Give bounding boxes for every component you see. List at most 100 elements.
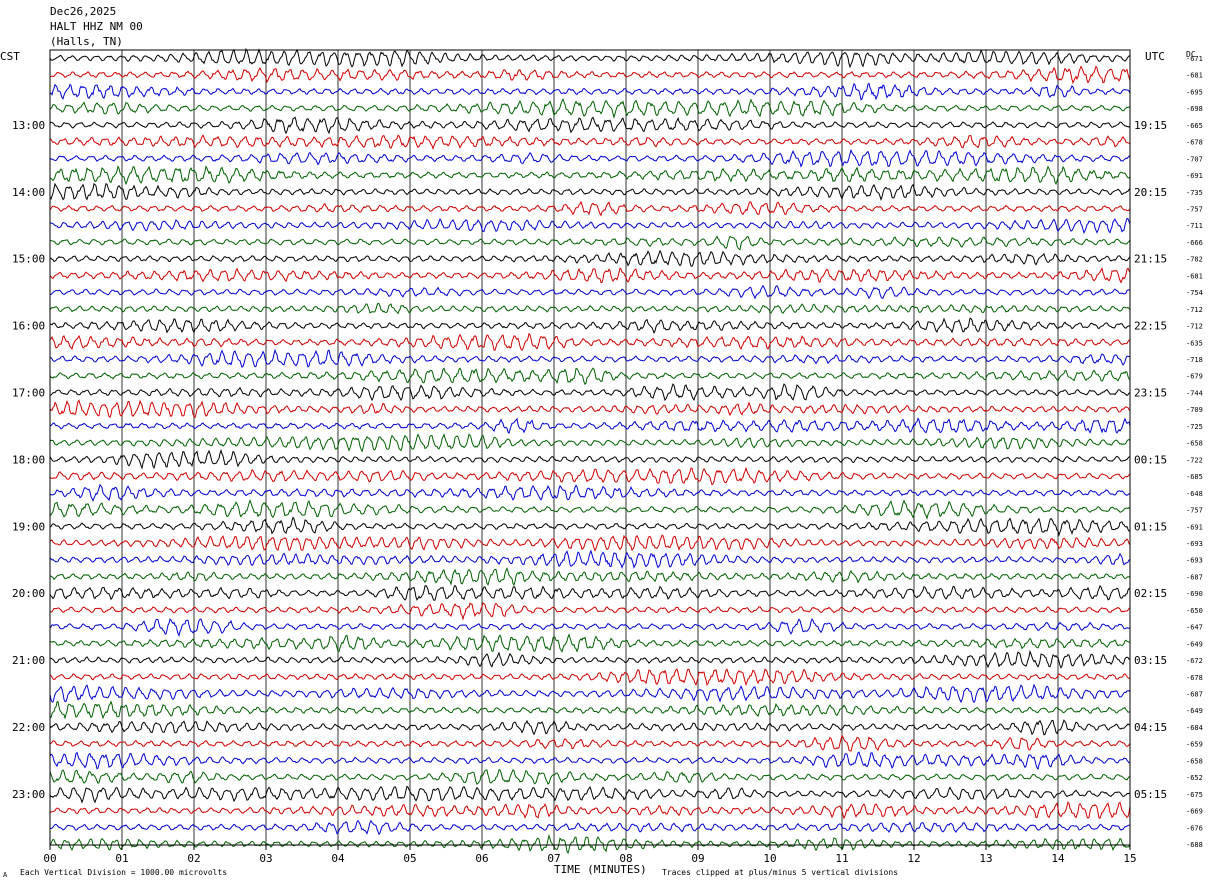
left-time-label: 14:00	[12, 186, 45, 199]
x-tick-label: 03	[259, 852, 272, 865]
dc-offset-label: -635	[1186, 339, 1203, 347]
left-time-label: 19:00	[12, 520, 45, 533]
left-time-label: 18:00	[12, 453, 45, 466]
dc-offset-label: -658	[1186, 440, 1203, 448]
header-location: (Halls, TN)	[50, 35, 123, 48]
trace-line	[49, 284, 1130, 300]
trace-line	[49, 668, 1131, 687]
dc-offset-label: -693	[1186, 557, 1203, 565]
right-time-labels: 19:15 20:15 21:15 22:15 23:15 00:15 01:15 02:15…	[1134, 119, 1167, 801]
x-tick-label: 13	[979, 852, 992, 865]
trace-line	[49, 217, 1131, 235]
dc-offset-label: -685	[1186, 473, 1203, 481]
left-time-label: 23:00	[12, 788, 45, 801]
trace-line	[49, 332, 1131, 352]
dc-offset-label: -649	[1186, 640, 1203, 648]
right-time-label: 22:15	[1134, 320, 1167, 333]
dc-offset-label: -666	[1186, 239, 1203, 247]
left-time-labels: 13:00 14:00 15:00 16:00 17:00 18:00 19:00 20:00…	[12, 119, 45, 801]
dc-offset-label: -695	[1186, 88, 1203, 96]
right-time-label: 05:15	[1134, 788, 1167, 801]
dc-offset-label: -672	[1186, 657, 1203, 665]
x-tick-label: 07	[547, 852, 560, 865]
clip-note: Traces clipped at plus/minus 5 vertical …	[662, 868, 898, 877]
trace-line	[49, 768, 1131, 785]
trace-line	[49, 801, 1131, 820]
trace-line	[49, 134, 1131, 151]
trace-line	[49, 483, 1131, 502]
dc-offset-label: -659	[1186, 741, 1203, 749]
dc-offset-label: -691	[1186, 172, 1203, 180]
dc-offset-label: -757	[1186, 507, 1203, 515]
trace-line	[49, 367, 1131, 386]
trace-line	[49, 549, 1131, 570]
trace-line	[49, 734, 1131, 752]
dc-offset-label: -698	[1186, 105, 1203, 113]
left-time-label: 17:00	[12, 386, 45, 399]
dc-offset-label: -679	[1186, 373, 1203, 381]
trace-line	[49, 833, 1131, 855]
seismic-traces	[49, 47, 1131, 855]
dc-header-label: DC	[1186, 50, 1196, 59]
right-time-label: 21:15	[1134, 253, 1167, 266]
dc-offset-label: -725	[1186, 423, 1203, 431]
dc-offset-label: -688	[1186, 841, 1203, 849]
dc-offset-label: -754	[1186, 289, 1203, 297]
trace-line	[49, 348, 1131, 368]
left-time-label: 21:00	[12, 654, 45, 667]
dc-offset-label: -671	[1186, 55, 1203, 63]
trace-line	[49, 516, 1131, 537]
x-tick-label: 06	[475, 852, 488, 865]
x-tick-label: 01	[115, 852, 128, 865]
dc-offset-label: -690	[1186, 590, 1203, 598]
trace-line	[49, 399, 1131, 419]
trace-line	[49, 417, 1131, 435]
right-time-label: 23:15	[1134, 386, 1167, 399]
left-time-label: 13:00	[12, 119, 45, 132]
dc-offset-label: -669	[1186, 808, 1203, 816]
scale-note: Each Vertical Division = 1000.00 microvo…	[20, 868, 227, 877]
dc-offset-label: -665	[1186, 122, 1203, 130]
dc-offset-label: -709	[1186, 406, 1203, 414]
dc-offset-label: -678	[1186, 139, 1203, 147]
trace-line	[50, 567, 1131, 586]
right-time-label: 00:15	[1134, 453, 1167, 466]
right-time-label: 19:15	[1134, 119, 1167, 132]
trace-line	[49, 97, 1131, 120]
trace-line	[49, 148, 1131, 168]
dc-offset-label: -693	[1186, 540, 1203, 548]
right-time-label: 20:15	[1134, 186, 1167, 199]
trace-line	[49, 584, 1131, 602]
trace-line	[49, 499, 1131, 521]
trace-line	[49, 116, 1131, 135]
right-time-label: 04:15	[1134, 721, 1167, 734]
left-time-label: 15:00	[12, 253, 45, 266]
x-tick-label: 04	[331, 852, 345, 865]
dc-offset-label: -687	[1186, 690, 1203, 698]
trace-line	[49, 819, 1131, 836]
trace-line	[49, 534, 1131, 552]
trace-line	[49, 47, 1131, 69]
dc-offset-label: -735	[1186, 189, 1203, 197]
left-time-label: 22:00	[12, 721, 45, 734]
dc-offset-label: -684	[1186, 724, 1203, 732]
x-axis-ticks: 00 01 02 03 04 05 06 07 08 09 10 11 12 13 14 15	[43, 845, 1137, 865]
x-tick-label: 12	[907, 852, 920, 865]
x-tick-label: 15	[1123, 852, 1136, 865]
dc-offset-label: -744	[1186, 389, 1203, 397]
dc-offset-label: -681	[1186, 272, 1203, 280]
trace-line	[49, 448, 1131, 470]
plot-frame	[49, 49, 1131, 846]
dc-offset-label: -647	[1186, 624, 1203, 632]
trace-line	[49, 267, 1131, 284]
x-tick-label: 11	[835, 852, 848, 865]
header-station: HALT HHZ NM 00	[50, 20, 143, 33]
dc-offset-labels: -671 -681 -695 -698 -665 -678 -707 -691 -735 -757…	[1186, 55, 1203, 849]
dc-offset-label: -678	[1186, 674, 1203, 682]
dc-offset-label: -687	[1186, 573, 1203, 581]
trace-line	[49, 200, 1131, 217]
header-date: Dec26,2025	[50, 5, 117, 18]
trace-line	[49, 633, 1131, 653]
dc-offset-label: -658	[1186, 757, 1203, 765]
